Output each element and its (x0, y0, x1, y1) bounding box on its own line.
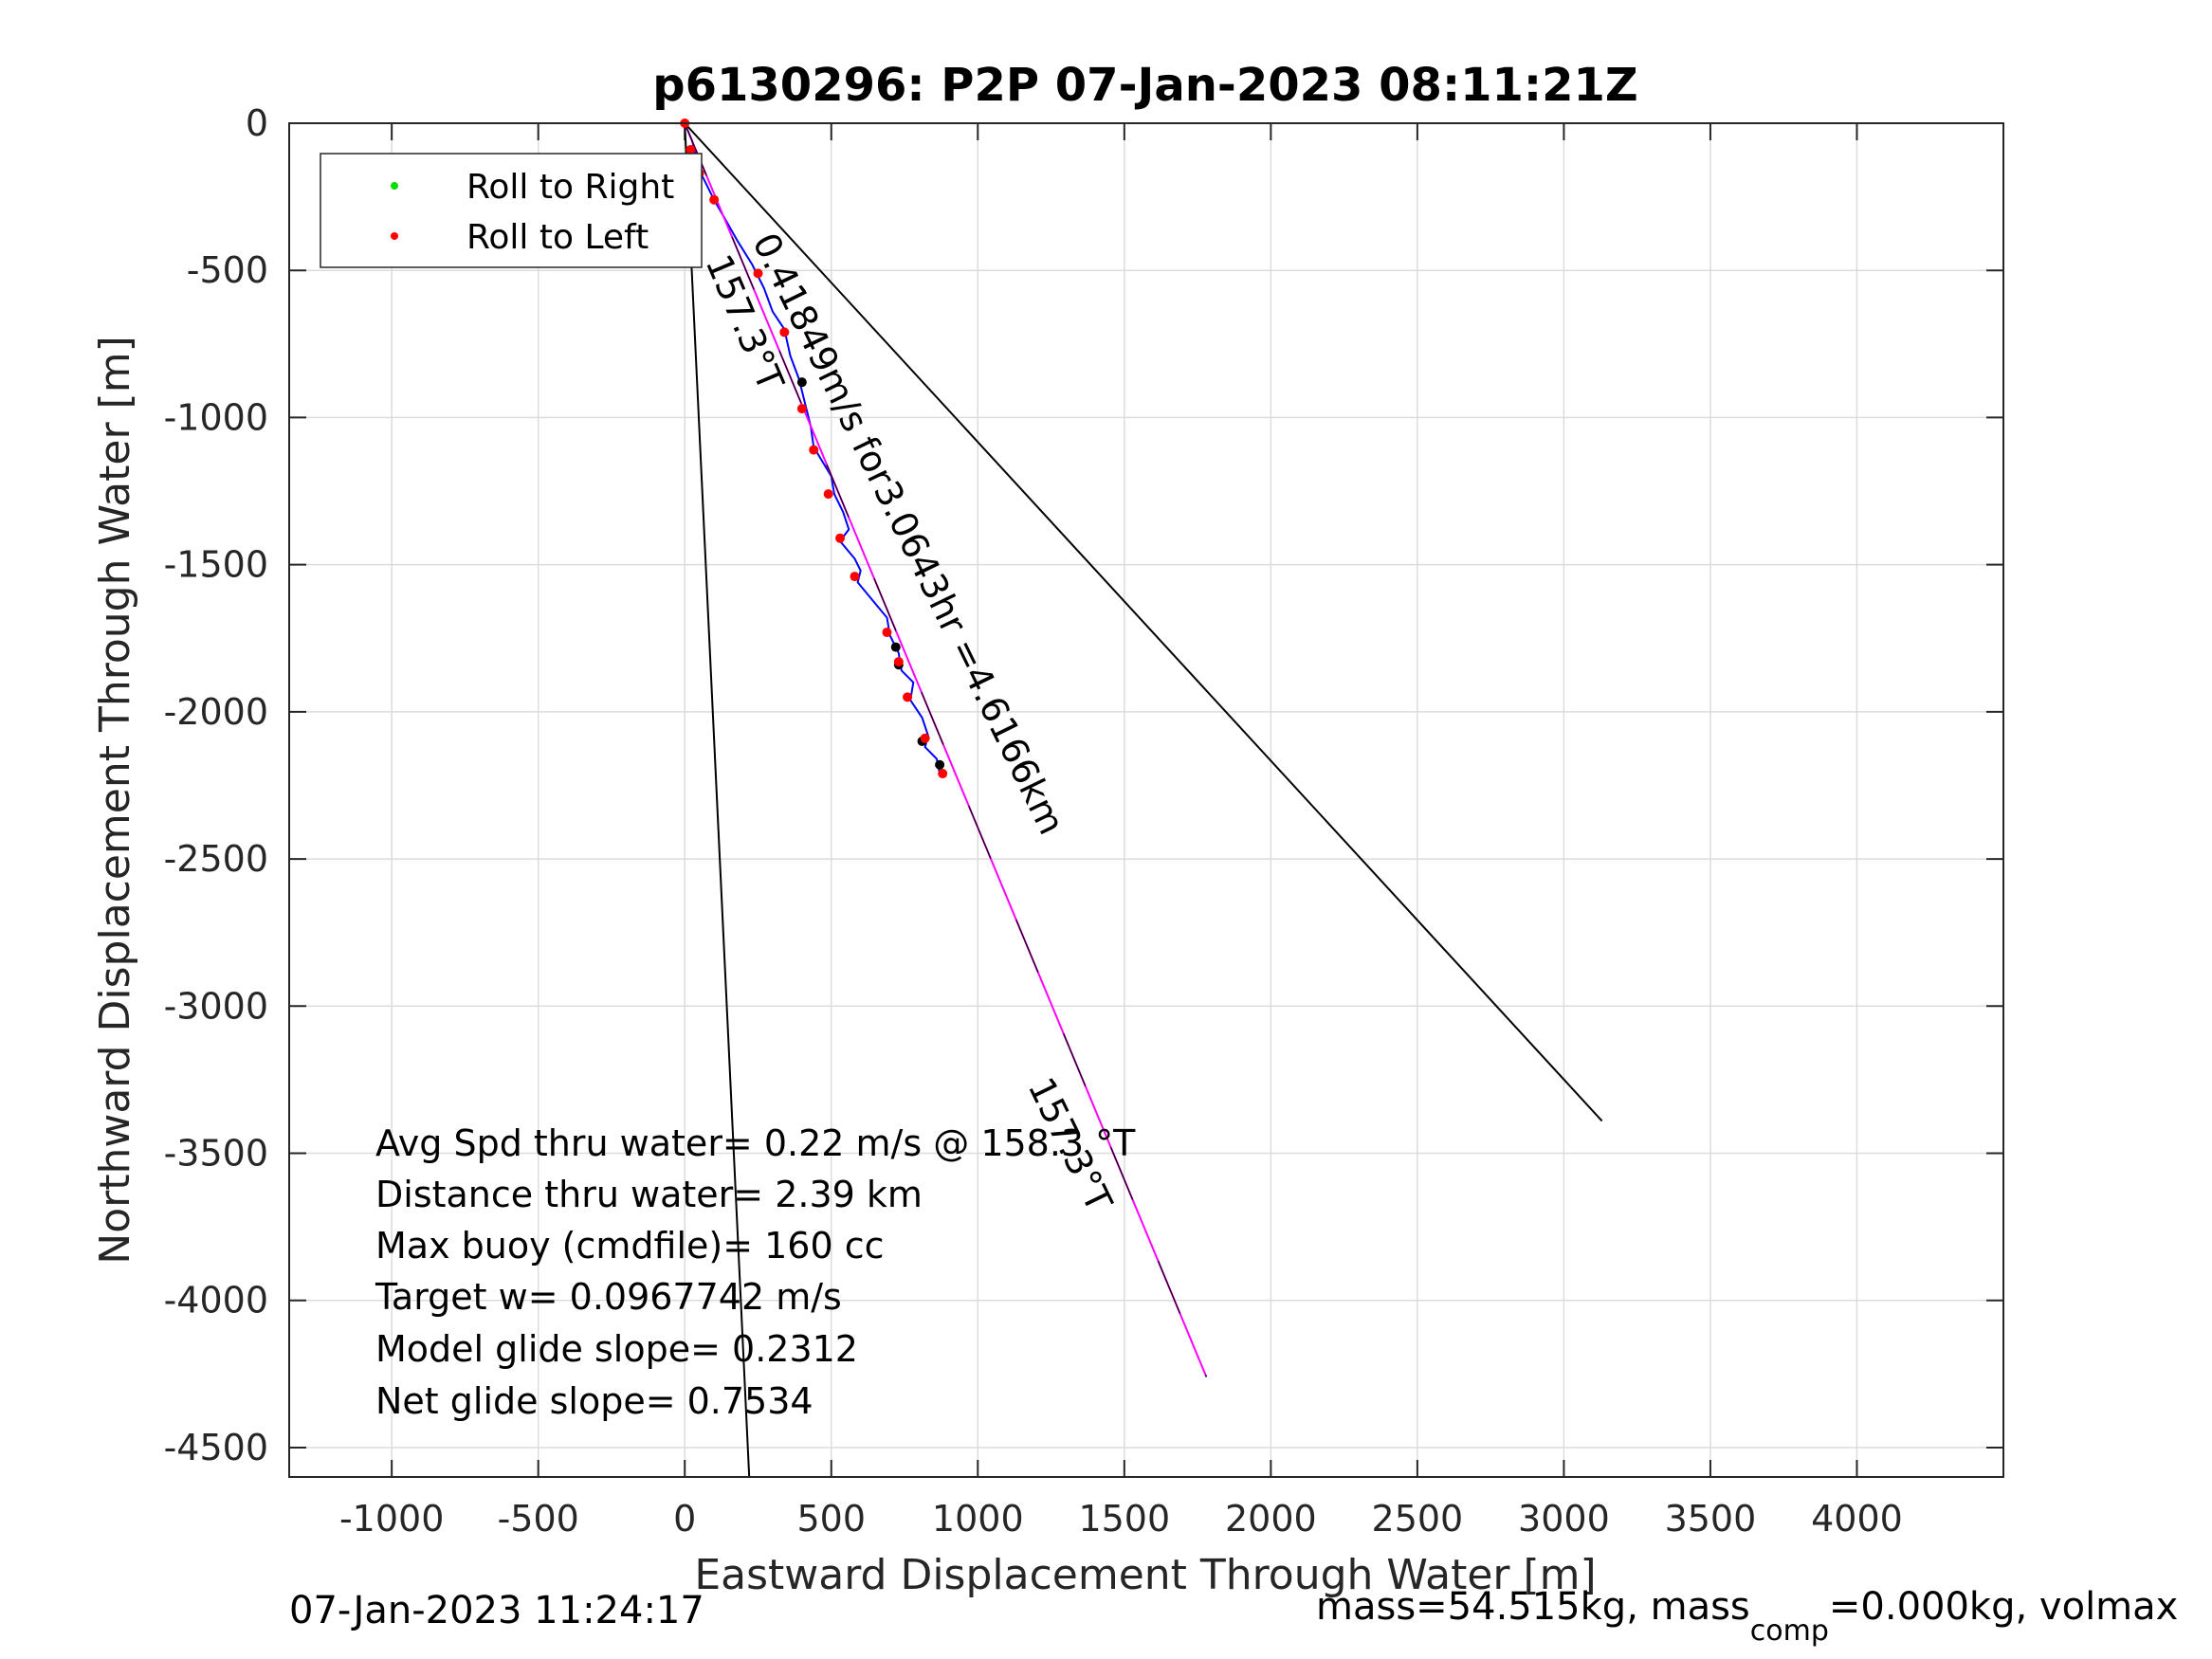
roll-left-marker (823, 489, 833, 500)
series-line (684, 122, 1207, 1377)
footer-mass-info: mass=54.515kg, masscomp=0.000kg, volmax (1316, 1585, 2178, 1648)
y-tick-label: -4000 (164, 1280, 268, 1322)
y-tick-label: -500 (187, 249, 268, 291)
roll-left-marker (709, 194, 720, 205)
plot-frame (288, 122, 2004, 1478)
legend-label-roll-left: Roll to Left (466, 218, 649, 257)
footer-mass-prefix: mass=54.515kg, mass (1316, 1585, 1750, 1629)
roll-left-marker (809, 445, 819, 455)
footer-mass-suffix: =0.000kg, volmax (1829, 1585, 2178, 1629)
annotation-net-glide: Net glide slope= 0.7534 (375, 1380, 814, 1422)
y-tick-label: -3000 (164, 985, 268, 1027)
y-tick-label: -2000 (164, 691, 268, 733)
x-tick-label: 1000 (932, 1498, 1024, 1540)
x-tick-label: -1000 (339, 1498, 444, 1540)
roll-left-marker (938, 769, 948, 779)
y-tick-label: -1500 (164, 544, 268, 586)
annotation-avg-speed: Avg Spd thru water= 0.22 m/s @ 158.3 °T (375, 1122, 1136, 1164)
y-tick-label: -3500 (164, 1133, 268, 1175)
legend: Roll to Right Roll to Left (320, 153, 703, 268)
surface-point-marker (935, 759, 945, 770)
x-tick-label: 500 (796, 1498, 866, 1540)
x-tick-label: 4000 (1811, 1498, 1903, 1540)
legend-marker-roll-right (391, 182, 398, 190)
roll-left-marker (920, 733, 930, 743)
x-tick-label: 0 (673, 1498, 696, 1540)
legend-marker-roll-left (391, 232, 398, 240)
x-tick-label: 2000 (1225, 1498, 1317, 1540)
roll-left-marker (850, 572, 860, 582)
annotation-model-glide: Model glide slope= 0.2312 (375, 1328, 858, 1370)
roll-left-marker (686, 144, 696, 155)
roll-left-marker (796, 404, 807, 414)
x-tick-label: 1500 (1078, 1498, 1170, 1540)
grid-lines (289, 122, 2003, 1477)
tick-label-group: -1000 -500 0 500 1000 1500 2000 2500 3000 3500 400… (164, 102, 1903, 1540)
legend-label-roll-right: Roll to Right (466, 168, 674, 207)
series-line (684, 122, 1603, 1122)
annotation-distance: Distance thru water= 2.39 km (375, 1174, 923, 1215)
series-group (684, 122, 1603, 1478)
y-tick-label: -2500 (164, 838, 268, 880)
y-tick-label: 0 (246, 102, 268, 144)
surface-point-marker (796, 377, 807, 388)
y-axis-title: Northward Displacement Through Water [m] (91, 336, 139, 1264)
annotation-max-buoy: Max buoy (cmdfile)= 160 cc (375, 1225, 885, 1267)
stats-annotations: Avg Spd thru water= 0.22 m/s @ 158.3 °T … (375, 1122, 1136, 1422)
y-tick-label: -1000 (164, 396, 268, 438)
x-tick-label: 3500 (1665, 1498, 1757, 1540)
chart-title: p6130296: P2P 07-Jan-2023 08:11:21Z (652, 59, 1637, 112)
legend-box (320, 153, 703, 268)
footer-mass-subscript: comp (1750, 1614, 1829, 1648)
plot-area (289, 123, 2003, 1477)
roll-left-marker (903, 692, 913, 702)
footer-timestamp: 07-Jan-2023 11:24:17 (289, 1589, 704, 1632)
roll-left-marker (882, 628, 892, 638)
annotation-target-w: Target w= 0.0967742 m/s (375, 1276, 842, 1318)
roll-left-marker (893, 657, 904, 667)
x-tick-label: -500 (498, 1498, 579, 1540)
series-line (684, 122, 941, 775)
roll-left-marker (753, 268, 763, 279)
x-tick-label: 2500 (1372, 1498, 1464, 1540)
y-tick-label: -4500 (164, 1427, 268, 1468)
x-axis-title: Eastward Displacement Through Water [m] (694, 1551, 1596, 1599)
roll-left-marker (835, 533, 846, 543)
surface-point-marker (890, 642, 901, 652)
roll-left-marker (779, 327, 790, 337)
x-tick-label: 3000 (1518, 1498, 1610, 1540)
series-line (684, 122, 751, 1478)
